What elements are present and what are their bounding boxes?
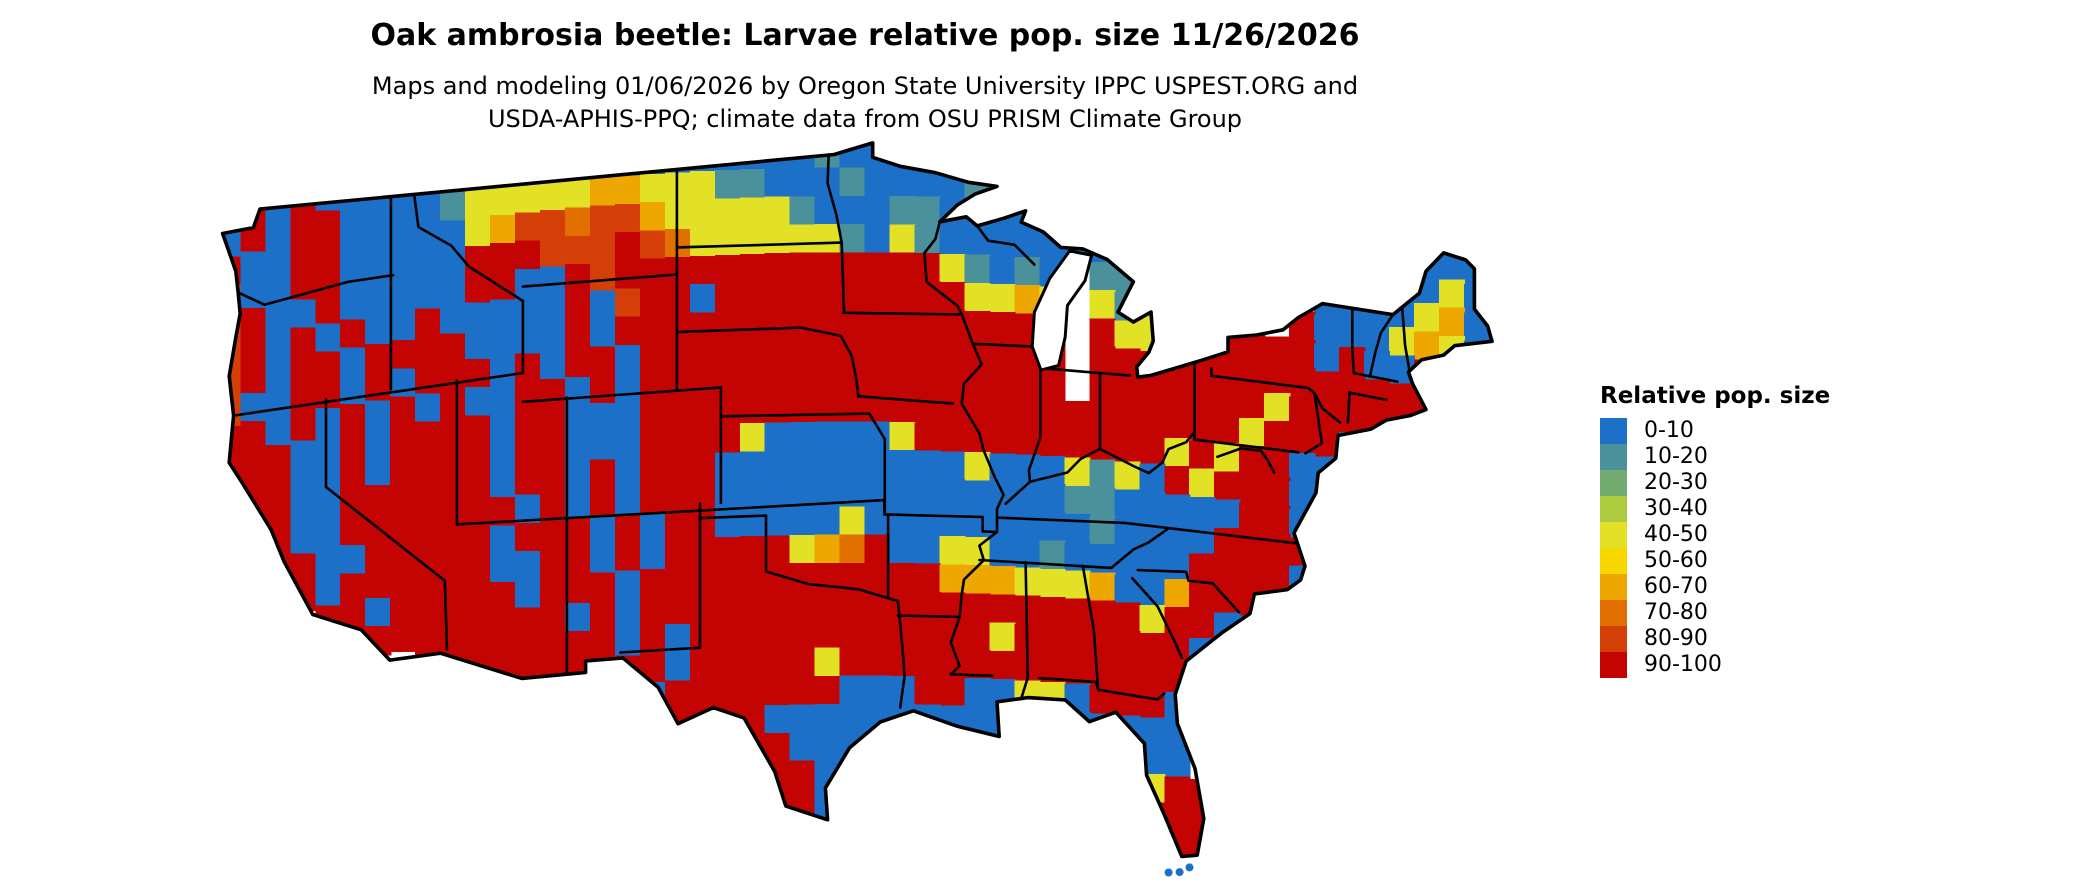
florida-keys-dot <box>1185 863 1194 872</box>
legend-title: Relative pop. size <box>1600 383 1831 409</box>
florida-keys-dot <box>1175 868 1184 877</box>
legend-swatch-icon <box>1600 470 1627 496</box>
legend-item: 90-100 <box>1600 652 1830 678</box>
legend-label: 80-90 <box>1644 626 1708 651</box>
legend-item: 20-30 <box>1600 470 1830 496</box>
raster-cells <box>222 142 1493 857</box>
legend-swatch-icon <box>1600 626 1627 652</box>
legend-label: 60-70 <box>1644 574 1708 599</box>
lake-michigan <box>1030 249 1094 372</box>
florida-keys-dot <box>1164 868 1173 877</box>
legend-swatch-icon <box>1600 600 1627 626</box>
legend-swatch-icon <box>1600 496 1627 522</box>
legend-swatch-icon <box>1600 444 1627 470</box>
legend: Relative pop. size 0-10 10-20 20-30 30-40 40… <box>1600 383 1830 678</box>
us-outline <box>220 141 1494 859</box>
legend-label: 30-40 <box>1644 496 1708 521</box>
legend-item: 0-10 <box>1600 418 1830 444</box>
legend-label: 20-30 <box>1644 470 1708 495</box>
legend-label: 10-20 <box>1644 444 1708 469</box>
legend-item: 40-50 <box>1600 522 1830 548</box>
legend-label: 90-100 <box>1644 652 1722 677</box>
legend-label: 70-80 <box>1644 600 1708 625</box>
legend-label: 0-10 <box>1644 418 1694 443</box>
legend-label: 50-60 <box>1644 548 1708 573</box>
legend-swatch-icon <box>1600 548 1627 574</box>
subtitle-line-1: Maps and modeling 01/06/2026 by Oregon S… <box>371 72 1359 100</box>
legend-swatch-icon <box>1600 418 1627 444</box>
legend-swatch-icon <box>1600 652 1627 678</box>
legend-item: 80-90 <box>1600 626 1830 652</box>
legend-item: 50-60 <box>1600 548 1830 574</box>
state-borders <box>232 153 1412 709</box>
legend-item: 60-70 <box>1600 574 1830 600</box>
legend-item: 10-20 <box>1600 444 1830 470</box>
legend-item: 70-80 <box>1600 600 1830 626</box>
legend-swatch-icon <box>1600 574 1627 600</box>
legend-swatch-icon <box>1600 522 1627 548</box>
legend-label: 40-50 <box>1644 522 1708 547</box>
legend-item: 30-40 <box>1600 496 1830 522</box>
legend-items: 0-10 10-20 20-30 30-40 40-50 50-60 60-70 70-80 8… <box>1600 418 1830 678</box>
subtitle-line-2: USDA-APHIS-PPQ; climate data from OSU PR… <box>487 105 1243 133</box>
header: Oak ambrosia beetle: Larvae relative pop… <box>0 0 1730 136</box>
page-title: Oak ambrosia beetle: Larvae relative pop… <box>370 18 1360 53</box>
subtitle: Maps and modeling 01/06/2026 by Oregon S… <box>0 70 1730 136</box>
